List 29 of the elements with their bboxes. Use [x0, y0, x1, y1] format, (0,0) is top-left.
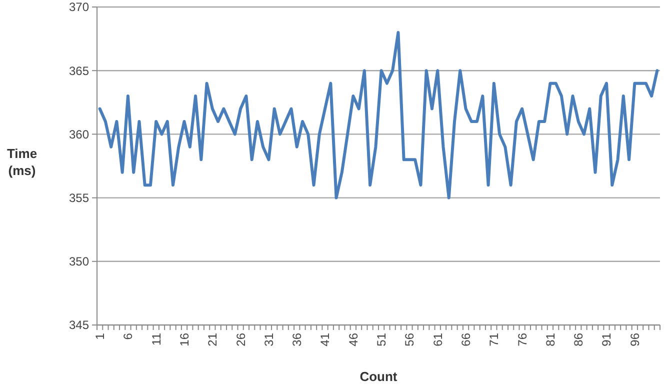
x-axis-title: Count	[360, 369, 398, 384]
x-tick-label: 76	[515, 332, 530, 346]
x-tick-label: 86	[572, 332, 586, 346]
y-axis-title: Time (ms)	[6, 146, 38, 178]
x-tick-label: 26	[234, 332, 248, 346]
x-tick-label: 71	[487, 332, 502, 346]
x-tick-label: 96	[628, 332, 642, 346]
line-series	[98, 30, 659, 200]
y-tick-label: 365	[68, 64, 90, 78]
x-tick-label: 41	[318, 332, 332, 346]
x-tick-label: 11	[149, 332, 164, 346]
y-tick-label: 350	[68, 254, 90, 269]
x-tick-label: 36	[290, 332, 304, 346]
x-tick-label: 21	[206, 332, 220, 346]
x-tick-label: 91	[600, 332, 614, 346]
y-tick-label: 370	[68, 0, 90, 14]
x-tick-label: 46	[346, 332, 360, 346]
x-tick-label: 66	[458, 332, 473, 346]
x-tick-label: 6	[121, 332, 136, 340]
x-tick-label: 31	[262, 332, 276, 346]
y-tick-label: 345	[68, 318, 90, 332]
y-tick-label: 355	[68, 191, 90, 205]
x-tick-label: 61	[430, 332, 445, 346]
y-tick-label: 360	[68, 127, 90, 142]
x-tick-label: 81	[543, 332, 558, 346]
x-tick-label: 51	[374, 332, 389, 346]
x-tick-label: 56	[402, 332, 417, 346]
x-tick-label: 1	[93, 332, 108, 340]
x-tick-label: 16	[177, 332, 192, 346]
